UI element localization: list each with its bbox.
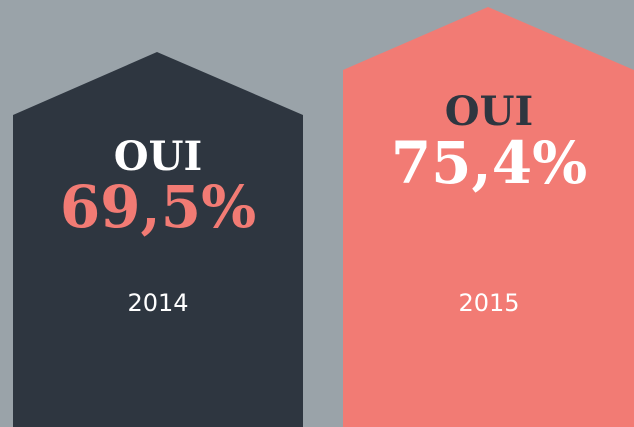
house-2014 (13, 52, 303, 427)
panel-label: OUI (445, 88, 533, 135)
panel-label: OUI (114, 133, 202, 180)
panel-year: 2015 (458, 289, 519, 317)
panel-value: 75,4% (391, 129, 587, 197)
panel-year: 2014 (127, 289, 188, 317)
house-2015 (343, 7, 634, 427)
panel-value: 69,5% (60, 173, 256, 241)
